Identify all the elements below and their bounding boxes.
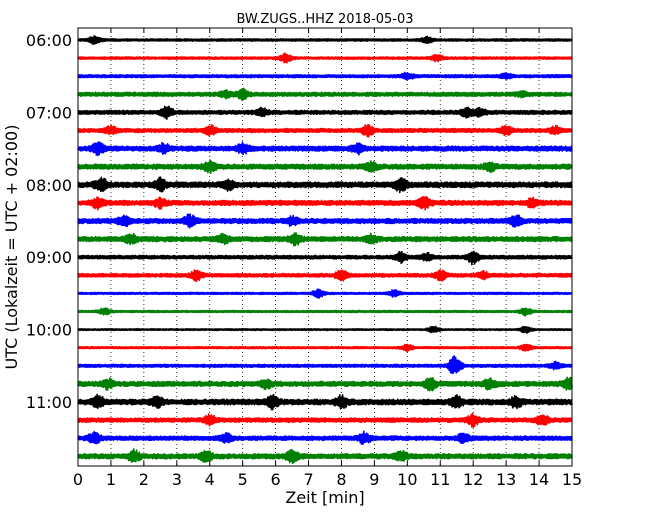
seismic-trace bbox=[77, 195, 573, 211]
seismic-trace bbox=[77, 52, 573, 64]
x-tick-label: 12 bbox=[463, 470, 483, 489]
seismic-trace bbox=[77, 87, 573, 101]
seismic-trace bbox=[77, 307, 573, 317]
x-tick-label: 10 bbox=[397, 470, 417, 489]
chart-title: BW.ZUGS..HHZ 2018-05-03 bbox=[236, 12, 413, 27]
x-tick-label: 15 bbox=[562, 470, 582, 489]
x-tick-label: 6 bbox=[271, 470, 281, 489]
x-tick-label: 2 bbox=[139, 470, 149, 489]
seismic-trace bbox=[77, 343, 573, 353]
plot-frame bbox=[77, 27, 573, 467]
seismic-trace bbox=[77, 35, 573, 45]
x-tick-label: 8 bbox=[336, 470, 346, 489]
x-axis-label: Zeit [min] bbox=[285, 488, 364, 507]
seismic-trace bbox=[77, 325, 573, 335]
seismic-trace bbox=[77, 176, 573, 194]
seismic-trace bbox=[77, 393, 573, 411]
x-tick-label: 0 bbox=[73, 470, 83, 489]
y-tick-label: 09:00 bbox=[26, 248, 72, 267]
seismic-trace bbox=[77, 123, 573, 138]
seismic-trace bbox=[77, 213, 573, 229]
x-tick-label: 4 bbox=[205, 470, 215, 489]
seismic-trace bbox=[77, 430, 573, 445]
x-tick-label: 1 bbox=[106, 470, 116, 489]
seismic-trace bbox=[77, 376, 573, 392]
x-axis-ticks: 0 1 2 3 4 5 6 7 8 9 10 11 12 13 14 15 bbox=[73, 28, 582, 489]
y-tick-label: 07:00 bbox=[26, 103, 72, 122]
seismic-trace bbox=[77, 232, 573, 247]
seismic-trace bbox=[77, 71, 573, 81]
x-tick-label: 7 bbox=[303, 470, 313, 489]
x-tick-label: 11 bbox=[430, 470, 450, 489]
seismic-trace bbox=[77, 141, 573, 157]
x-tick-label: 13 bbox=[496, 470, 516, 489]
seismic-trace bbox=[77, 288, 573, 299]
y-axis-label: UTC (Lokalzeit = UTC + 02:00) bbox=[2, 125, 21, 370]
seismic-trace bbox=[77, 448, 573, 465]
seismic-trace bbox=[77, 159, 573, 175]
x-tick-label: 14 bbox=[529, 470, 549, 489]
x-tick-label: 9 bbox=[369, 470, 379, 489]
x-tick-label: 3 bbox=[172, 470, 182, 489]
seismic-trace bbox=[77, 412, 573, 428]
seismic-trace bbox=[77, 269, 573, 282]
seismic-trace bbox=[77, 250, 573, 266]
seismic-trace bbox=[77, 355, 573, 375]
seismic-trace bbox=[77, 105, 573, 120]
y-tick-label: 06:00 bbox=[26, 31, 72, 50]
y-axis-ticks: 06:00 07:00 08:00 09:00 10:00 11:00 bbox=[26, 31, 572, 412]
y-tick-label: 11:00 bbox=[26, 393, 72, 412]
y-tick-label: 10:00 bbox=[26, 321, 72, 340]
x-tick-label: 5 bbox=[238, 470, 248, 489]
y-tick-label: 08:00 bbox=[26, 176, 72, 195]
trace-group bbox=[77, 35, 573, 465]
